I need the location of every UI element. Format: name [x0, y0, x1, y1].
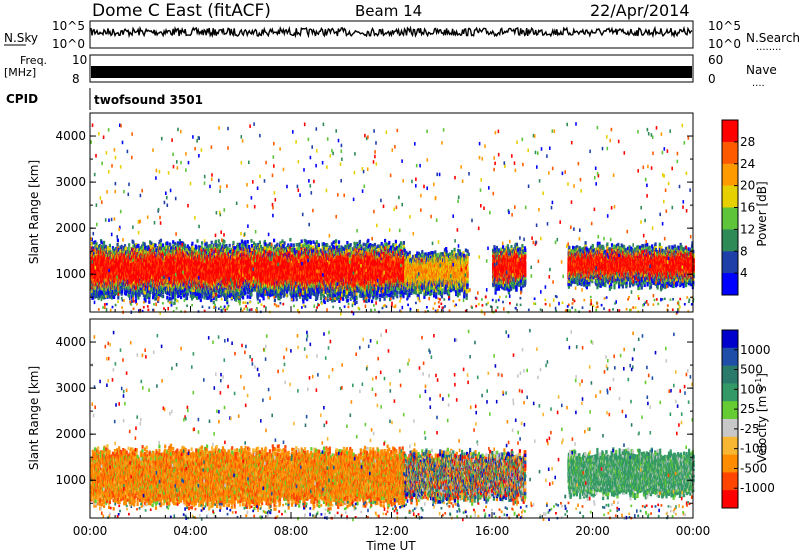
cpid-label: CPID: [6, 92, 38, 106]
data-cell: [200, 299, 202, 303]
data-cell: [103, 241, 105, 245]
noise-bottom-right: 10^0: [708, 37, 741, 51]
data-cell: [180, 296, 182, 300]
data-cell: [109, 295, 111, 299]
date-title: 22/Apr/2014: [590, 1, 690, 20]
nave-tick-60: 60: [708, 53, 723, 67]
noise-trace: [91, 28, 692, 36]
noise-top-right: 10^5: [708, 19, 741, 33]
freq-nave-trace: [91, 66, 692, 78]
noise-sky-line: [91, 28, 692, 36]
data-cell: [132, 241, 134, 245]
freq-tick-8: 8: [72, 72, 80, 86]
freq-tick-10: 10: [72, 53, 87, 67]
data-cell: [201, 295, 203, 299]
noise-top-left: 10^5: [52, 19, 85, 33]
data-cell: [196, 239, 198, 243]
data-cell: [139, 293, 141, 297]
data-cell: [125, 247, 127, 251]
data-cell: [201, 241, 203, 245]
data-cell: [121, 290, 123, 294]
data-cell: [155, 244, 157, 248]
mhz-label: [MHz]: [4, 66, 36, 79]
data-cell: [174, 298, 176, 302]
data-cell: [211, 245, 213, 249]
data-cell: [101, 241, 103, 245]
data-cell: [160, 243, 162, 247]
data-cell: [191, 242, 193, 246]
nsearch-dots: ........: [756, 42, 781, 53]
nave-tick-0: 0: [708, 72, 716, 86]
data-cell: [192, 295, 194, 299]
data-cell: [210, 295, 212, 299]
nave-dots: ....: [752, 78, 765, 89]
data-cell: [207, 244, 209, 248]
data-cell: [211, 241, 213, 245]
data-cell: [213, 301, 215, 305]
data-cell: [166, 241, 168, 245]
data-cell: [117, 239, 119, 243]
cpid-value: twofsound 3501: [94, 93, 203, 107]
station-title: Dome C East (fitACF): [92, 1, 271, 21]
noise-bottom-left: 10^0: [52, 37, 85, 51]
data-cell: [192, 292, 194, 296]
nsky-label: N.Sky: [4, 31, 38, 45]
nave-label: Nave: [746, 63, 777, 77]
data-cell: [109, 244, 111, 248]
data-cell: [160, 239, 162, 243]
beam-title: Beam 14: [355, 2, 422, 20]
data-cell: [196, 296, 198, 300]
data-cell: [137, 244, 139, 248]
data-cell: [117, 296, 119, 300]
data-cell: [174, 242, 176, 246]
data-cell: [169, 243, 171, 247]
data-cell: [128, 243, 130, 247]
data-cell: [149, 294, 151, 298]
radar-summary-plot: Dome C East (fitACF) Beam 14 22/Apr/2014…: [0, 0, 800, 554]
power-scatter-layer: [90, 122, 695, 315]
data-cell: [195, 246, 197, 250]
data-cell: [144, 242, 146, 246]
data-cell: [148, 300, 150, 304]
data-cell: [107, 246, 109, 250]
